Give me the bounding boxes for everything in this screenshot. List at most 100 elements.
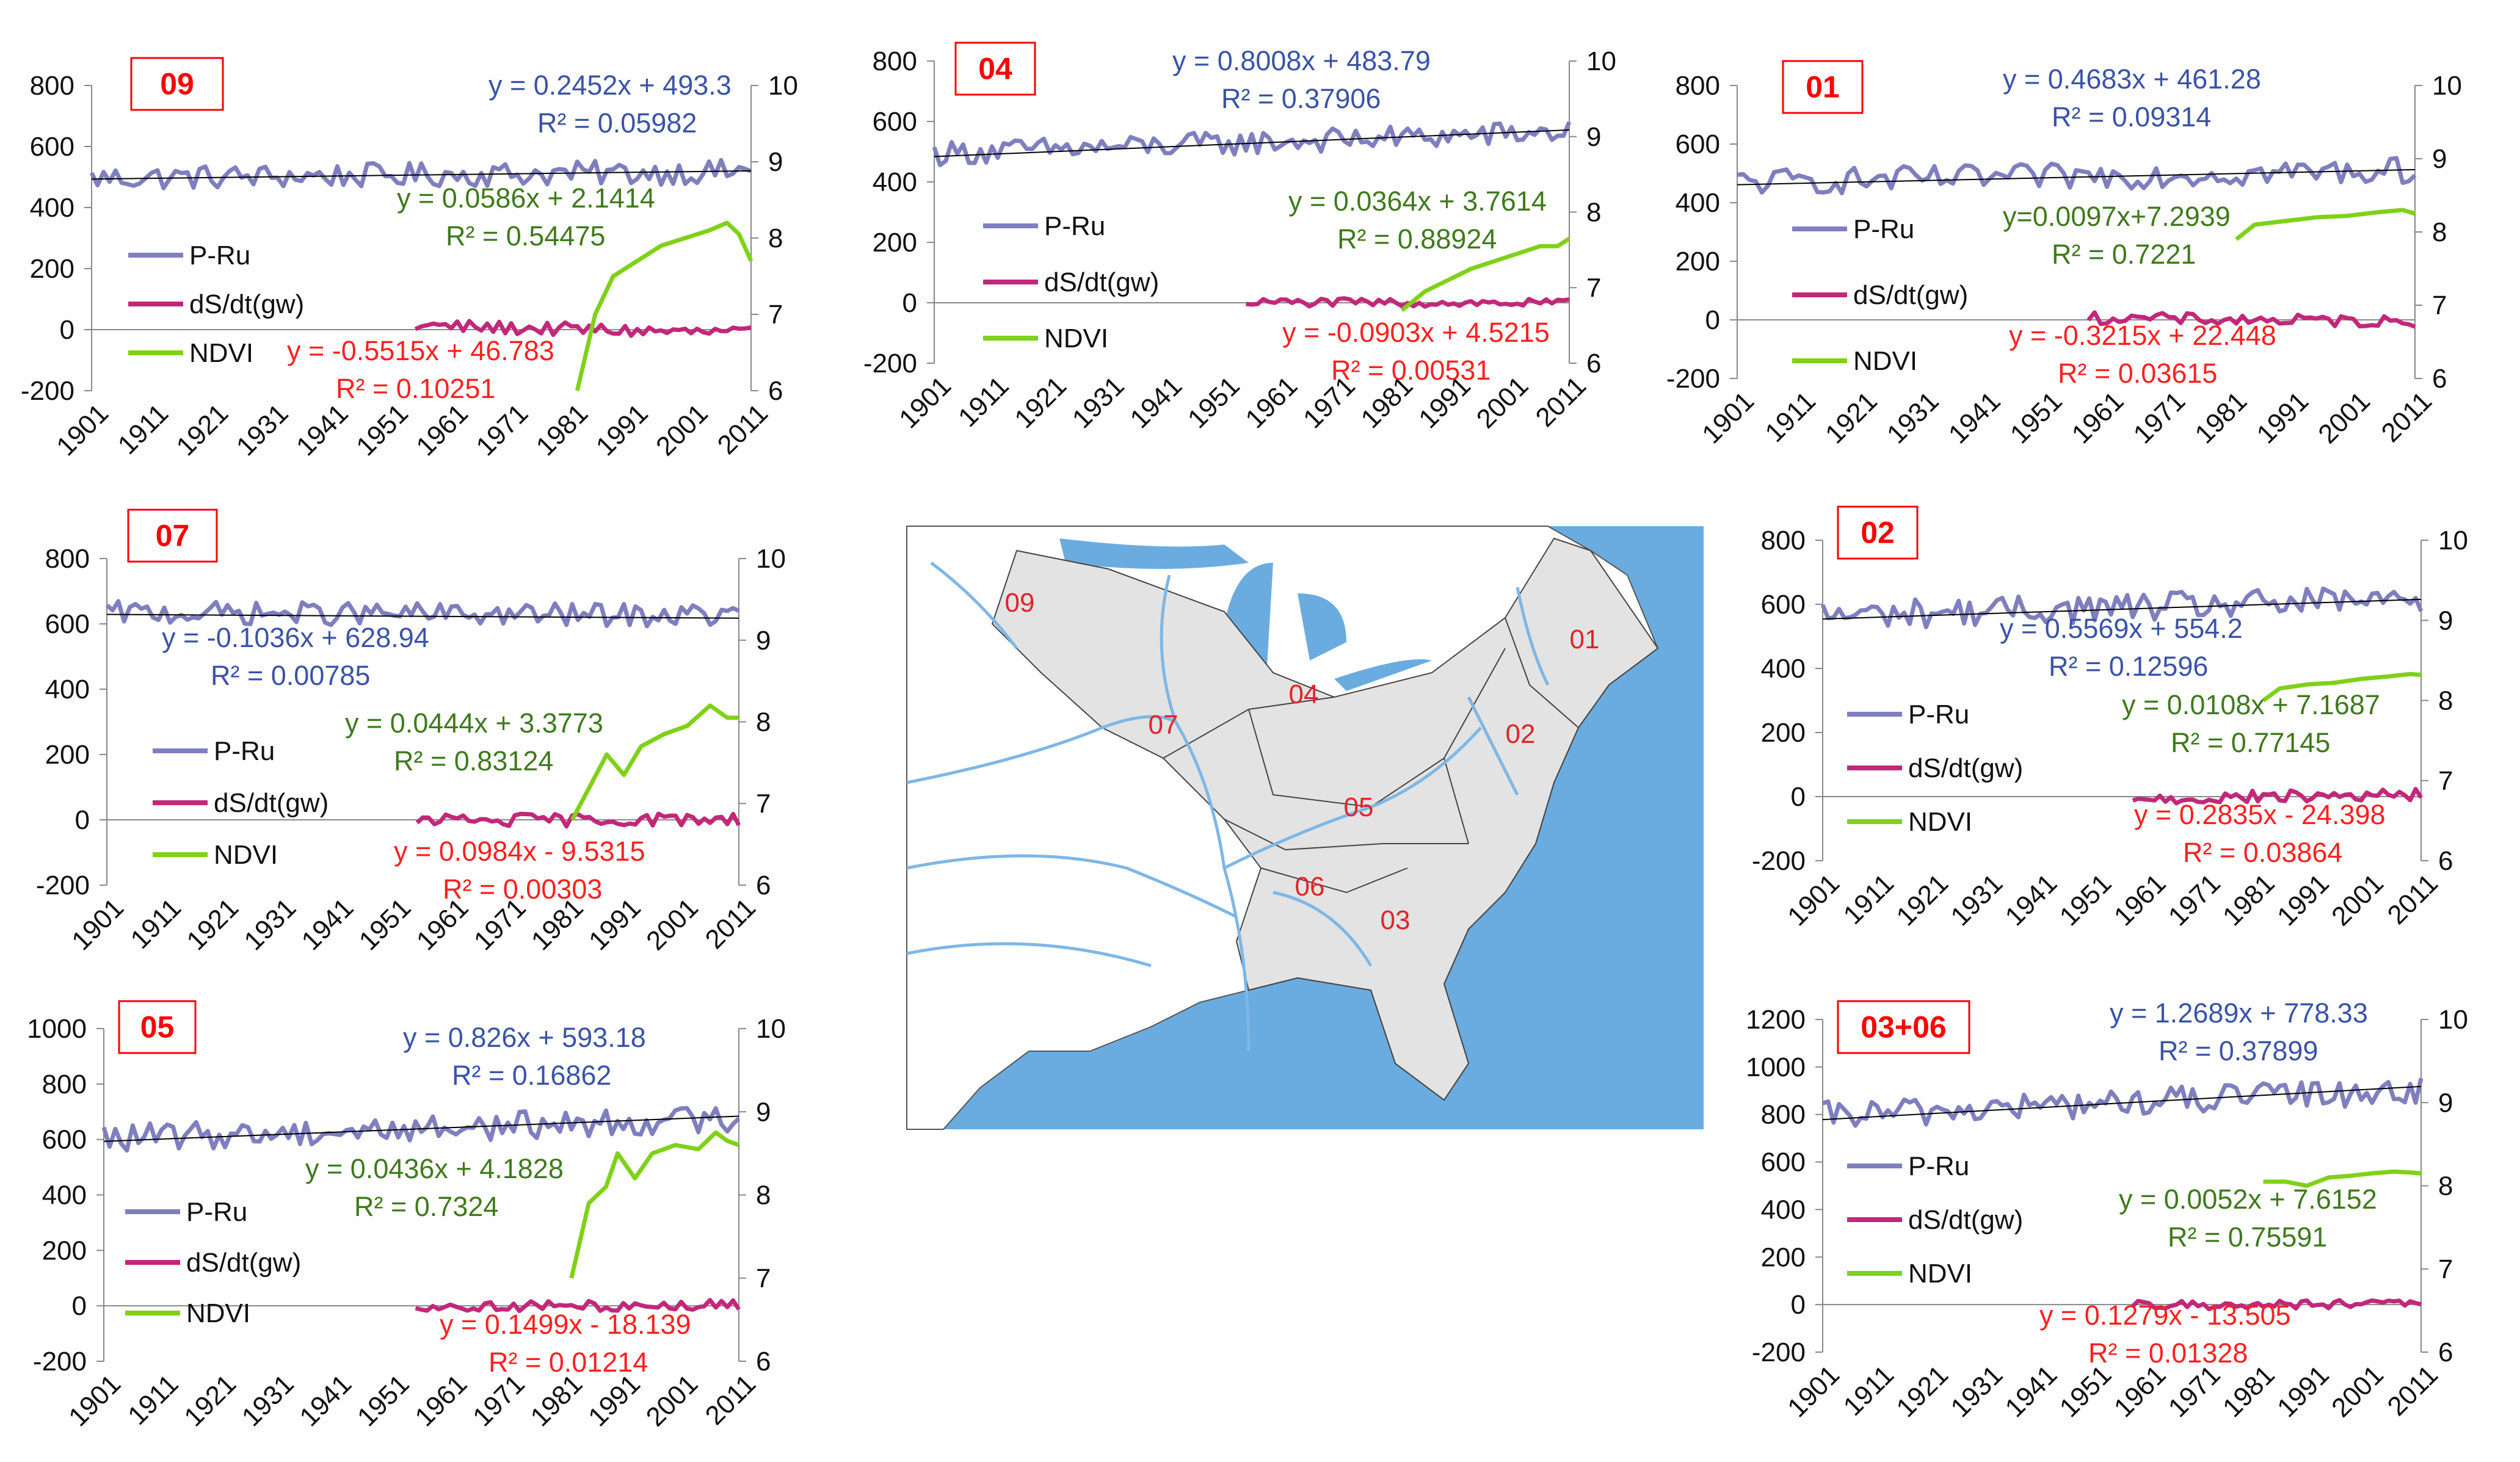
y-right-tick-label: 9 <box>2438 606 2453 635</box>
x-tick-label: 1921 <box>178 1369 242 1432</box>
y-right-tick-label: 7 <box>2438 1254 2453 1284</box>
basin-map: 09 07 04 01 02 05 06 03 <box>906 526 1704 1130</box>
equation-dsdt: y = 0.1279x - 13.505 <box>2039 1300 2291 1331</box>
x-tick-label: 1911 <box>125 892 187 955</box>
x-tick-label: 1901 <box>63 1369 126 1432</box>
y-left-tick-label: -200 <box>21 376 74 406</box>
r-squared-ndvi: R² = 0.54475 <box>446 220 605 252</box>
x-tick-label: 1981 <box>2189 386 2253 449</box>
basin-boundary <box>1224 819 1469 851</box>
legend-label-dsdt: dS/dt(gw) <box>214 788 329 818</box>
series-line-dsdt-01 <box>2086 310 2416 329</box>
x-tick-label: 2011 <box>712 398 774 460</box>
y-left-tick-label: -200 <box>1666 364 1720 394</box>
river <box>906 715 1177 784</box>
x-tick-label: 1941 <box>1943 386 2006 449</box>
y-left-tick-label: 600 <box>873 107 917 137</box>
legend-label-ndvi: NDVI <box>186 1298 250 1328</box>
y-right-tick-label: 10 <box>756 1014 786 1044</box>
x-tick-label: 1951 <box>352 1369 415 1432</box>
x-tick-label: 1961 <box>1240 371 1303 434</box>
lake-superior <box>1059 538 1249 569</box>
series-line-pru-04 <box>932 121 1572 167</box>
x-tick-label: 1941 <box>2000 868 2063 932</box>
map-label-03: 03 <box>1381 905 1411 935</box>
chart-panel-03+06: 120010008006004002000-200109876190119111… <box>1746 997 2468 1423</box>
y-left-tick-label: 800 <box>1761 526 1806 555</box>
x-tick-label: 1911 <box>1838 868 1900 930</box>
r-squared-ndvi: R² = 0.75591 <box>2168 1221 2327 1253</box>
river <box>1516 587 1550 686</box>
legend-label-pru: P-Ru <box>189 241 250 270</box>
x-tick-label: 2001 <box>650 398 714 461</box>
x-tick-label: 1921 <box>181 892 244 956</box>
y-right-tick-label: 6 <box>768 376 783 406</box>
legend-label-ndvi: NDVI <box>1853 346 1917 376</box>
x-tick-label: 1971 <box>2163 1359 2226 1423</box>
y-right-tick-label: 6 <box>2438 846 2453 876</box>
basin-boundary <box>1505 617 1579 728</box>
lake-michigan <box>1224 563 1273 667</box>
y-left-tick-label: 0 <box>902 288 917 318</box>
y-left-tick-label: 800 <box>45 544 90 574</box>
y-right-tick-label: 9 <box>768 147 783 177</box>
r-squared-dsdt: R² = 0.01214 <box>488 1347 648 1378</box>
y-left-tick-label: 600 <box>45 609 90 639</box>
series-line-ndvi-01 <box>2235 208 2416 241</box>
y-left-tick-label: -200 <box>33 1347 87 1377</box>
x-tick-label: 1951 <box>1182 371 1246 434</box>
x-tick-label: 1921 <box>171 398 234 461</box>
r-squared-dsdt: R² = 0.00531 <box>1331 355 1491 386</box>
trend-line-pru-02 <box>1822 598 2422 620</box>
series-line-ndvi-02 <box>2262 671 2422 703</box>
y-right-tick-label: 6 <box>756 870 771 900</box>
legend-label-dsdt: dS/dt(gw) <box>186 1248 301 1278</box>
equation-ndvi: y=0.0097x+7.2939 <box>2003 201 2231 232</box>
x-tick-label: 1961 <box>2108 1359 2172 1423</box>
legend-label-ndvi: NDVI <box>1908 1259 1972 1289</box>
y-right-tick-label: 10 <box>756 544 786 574</box>
x-tick-label: 1931 <box>1881 386 1945 449</box>
y-left-tick-label: 400 <box>42 1181 87 1210</box>
equation-ndvi: y = 0.0586x + 2.1414 <box>397 183 655 214</box>
y-left-tick-label: 600 <box>42 1125 87 1155</box>
y-left-tick-label: 400 <box>45 675 90 704</box>
y-right-tick-label: 9 <box>2438 1088 2453 1118</box>
r-squared-pru: R² = 0.09314 <box>2052 101 2211 132</box>
x-tick-label: 1951 <box>2005 386 2068 449</box>
x-tick-label: 2011 <box>2382 868 2444 930</box>
y-left-tick-label: 600 <box>30 132 74 162</box>
basin-boundary <box>1260 867 1408 894</box>
equation-dsdt: y = 0.0984x - 9.5315 <box>394 836 645 867</box>
x-tick-label: 1931 <box>236 1369 300 1432</box>
y-right-tick-label: 6 <box>2432 364 2447 394</box>
legend-label-dsdt: dS/dt(gw) <box>1908 1205 2023 1235</box>
trend-line-pru-04 <box>934 129 1570 157</box>
equation-pru: y = 0.4683x + 461.28 <box>2003 63 2261 95</box>
equation-pru: y = 0.2452x + 493.3 <box>488 70 732 101</box>
y-right-tick-label: 10 <box>2438 1005 2468 1035</box>
series-line-pru-01 <box>1737 156 2417 195</box>
r-squared-dsdt: R² = 0.10251 <box>336 373 495 404</box>
x-tick-label: 2011 <box>2382 1359 2444 1422</box>
x-tick-label: 1991 <box>590 398 654 461</box>
series-line-ndvi-04 <box>1400 236 1570 313</box>
river <box>1223 726 1482 870</box>
series-line-pru-09 <box>89 157 752 190</box>
x-tick-label: 1921 <box>1890 868 1954 932</box>
y-right-tick-label: 8 <box>768 223 783 253</box>
y-left-tick-label: 200 <box>1761 718 1806 748</box>
chart-panel-02: 8006004002000-20010987619011911192119311… <box>1752 505 2468 932</box>
y-right-tick-label: 7 <box>756 1264 771 1294</box>
x-tick-label: 1921 <box>1820 386 1883 449</box>
x-tick-label: 1991 <box>583 1369 646 1432</box>
x-tick-label: 1981 <box>2217 868 2281 932</box>
legend-label-dsdt: dS/dt(gw) <box>1044 267 1159 297</box>
map-label-04: 04 <box>1289 679 1319 709</box>
x-tick-label: 1901 <box>1782 1359 1845 1423</box>
x-tick-label: 1991 <box>2251 386 2314 449</box>
x-tick-label: 2011 <box>1530 371 1592 433</box>
legend-label-dsdt: dS/dt(gw) <box>189 289 304 319</box>
y-left-tick-label: 200 <box>873 228 917 258</box>
